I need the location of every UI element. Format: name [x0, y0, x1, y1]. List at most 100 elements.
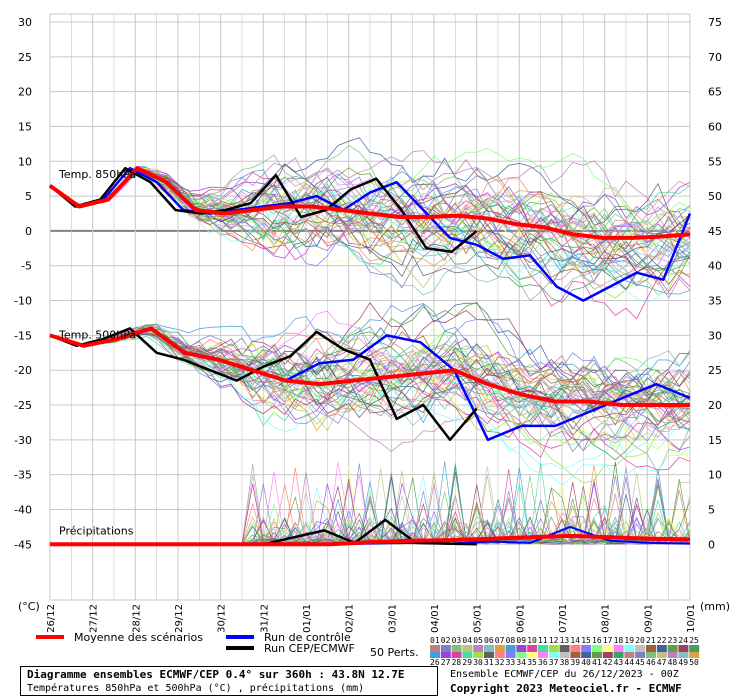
chart-title: Diagramme ensembles ECMWF/CEP 0.4° sur 3… [27, 668, 405, 681]
legend-label-oper: Run CEP/ECMWF [264, 642, 355, 655]
pert-swatch [624, 645, 635, 652]
pert-swatch [646, 645, 656, 652]
member-line-t500 [49, 330, 691, 407]
left-tick-label: -20 [14, 364, 32, 377]
pert-id-top: 17 [603, 636, 613, 645]
pert-id-bottom: 46 [646, 658, 656, 665]
right-tick-label: 30 [708, 329, 722, 342]
pert-id-top: 13 [560, 636, 570, 645]
pert-swatch [656, 645, 667, 652]
pert-id-top: 04 [462, 636, 472, 645]
pert-id-bottom: 47 [657, 658, 667, 665]
pert-swatch [548, 652, 559, 658]
pert-id-top: 25 [689, 636, 699, 645]
pert-id-top: 19 [624, 636, 634, 645]
run-info: Ensemble ECMWF/CEP du 26/12/2023 - 00Z [450, 669, 679, 680]
right-tick-label: 5 [708, 503, 715, 516]
pert-id-top: 10 [527, 636, 537, 645]
x-date-label: 27/12 [89, 604, 100, 633]
section-label-t850: Temp. 850hPa [58, 168, 136, 181]
pert-swatch [494, 652, 505, 658]
pert-swatch [667, 652, 678, 658]
mean-line-t850 [48, 166, 691, 240]
pert-swatch [473, 652, 484, 658]
left-tick-label: 10 [18, 155, 32, 168]
right-tick-label: 25 [708, 364, 722, 377]
right-tick-label: 75 [708, 16, 722, 29]
pert-id-top: 14 [570, 636, 580, 645]
pert-swatch [592, 652, 602, 658]
pert-swatch [451, 645, 462, 652]
pert-id-top: 23 [668, 636, 678, 645]
pert-swatch [667, 645, 678, 652]
pert-swatch [451, 652, 462, 658]
left-tick-label: 5 [25, 190, 32, 203]
pert-id-top: 05 [473, 636, 483, 645]
mean-line-t500 [49, 326, 690, 407]
left-tick-label: 15 [18, 120, 32, 133]
section-label-t500: Temp. 500hPa [58, 328, 136, 341]
pert-swatch [516, 645, 527, 652]
x-date-label: 06/01 [515, 604, 526, 633]
pert-id-bottom: 27 [441, 658, 451, 665]
pert-id-top: 20 [635, 636, 645, 645]
axis-ticks: 302520151050-5-10-15-20-25-30-35-40-4575… [14, 16, 730, 633]
legend-label-control: Run de contrôle [264, 631, 351, 644]
mean-line-precip [50, 533, 691, 547]
pert-id-bottom: 30 [473, 658, 483, 665]
left-tick-label: -5 [21, 260, 32, 273]
chart-info-box: Diagramme ensembles ECMWF/CEP 0.4° sur 3… [20, 666, 438, 696]
pert-swatch [484, 652, 494, 658]
member-line-t850 [49, 170, 691, 275]
left-tick-label: 20 [18, 86, 32, 99]
x-date-label: 03/01 [387, 604, 398, 633]
pert-swatch [505, 645, 516, 652]
right-tick-label: 55 [708, 155, 722, 168]
right-tick-label: 70 [708, 51, 722, 64]
pert-swatch [462, 652, 473, 658]
left-tick-label: -45 [14, 538, 32, 551]
x-date-label: 04/01 [430, 604, 441, 633]
right-tick-label: 65 [708, 86, 722, 99]
member-line-t500 [49, 331, 691, 423]
pert-id-bottom: 42 [603, 658, 613, 665]
pert-swatch [440, 645, 451, 652]
x-date-label: 30/12 [217, 604, 228, 633]
x-date-label: 28/12 [131, 604, 142, 633]
pert-swatch [527, 652, 538, 658]
left-tick-label: -30 [14, 434, 32, 447]
section-label-precip: Précipitations [59, 525, 134, 538]
pert-swatch [494, 645, 505, 652]
pert-id-top: 16 [592, 636, 602, 645]
left-tick-label: 25 [18, 51, 32, 64]
x-date-label: 08/01 [601, 604, 612, 633]
pert-swatch [516, 652, 527, 658]
oper-line-t500 [49, 327, 478, 442]
pert-swatch [559, 645, 570, 652]
pert-swatch [646, 652, 656, 658]
pert-id-top: 03 [452, 636, 462, 645]
x-date-label: 09/01 [643, 604, 654, 633]
pert-swatch [602, 645, 613, 652]
pert-id-bottom: 45 [635, 658, 645, 665]
legend-label-mean: Moyenne des scénarios [74, 631, 203, 644]
pert-swatch [613, 652, 624, 658]
pert-id-bottom: 33 [506, 658, 516, 665]
pert-id-top: 11 [538, 636, 548, 645]
chart-legend: Moyenne des scénarios Run de contrôleRun … [36, 631, 700, 665]
pert-id-bottom: 37 [549, 658, 559, 665]
x-date-label: 29/12 [174, 604, 185, 633]
member-line-t500 [49, 327, 691, 426]
x-date-label: 02/01 [345, 604, 356, 633]
member-line-t500 [49, 301, 691, 414]
x-date-label: 31/12 [259, 604, 270, 633]
member-line-t850 [49, 170, 691, 265]
pert-swatch [602, 652, 613, 658]
chart-subtitle: Températures 850hPa et 500hPa (°C) , pré… [27, 683, 365, 694]
left-tick-label: -25 [14, 399, 32, 412]
pert-id-bottom: 49 [678, 658, 688, 665]
right-tick-label: 40 [708, 260, 722, 273]
pert-id-bottom: 50 [689, 658, 699, 665]
pert-swatch [430, 652, 440, 658]
pert-swatch [559, 652, 570, 658]
